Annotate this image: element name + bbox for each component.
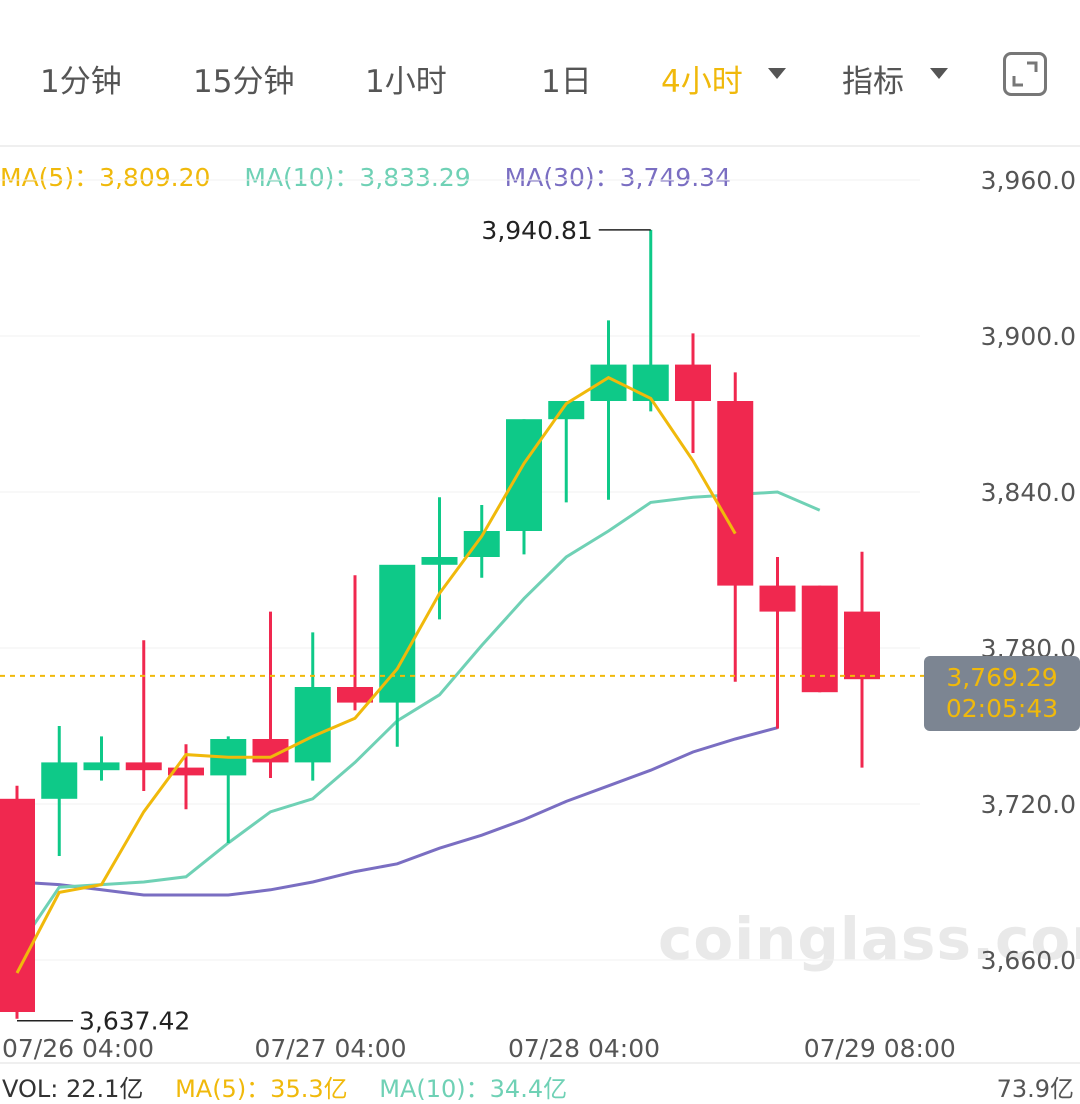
vol-max-label: 73.9亿	[996, 1075, 1074, 1103]
y-tick-label: 3,660.0	[981, 946, 1076, 975]
candlestick-chart[interactable]: 3,960.03,900.03,840.03,780.03,720.03,660…	[0, 145, 1080, 1062]
tab-indicators[interactable]: 指标	[842, 64, 904, 100]
x-tick-label: 07/29 08:00	[804, 1034, 956, 1062]
y-tick-label: 3,840.0	[981, 478, 1076, 507]
volume-legend-bar: VOL: 22.1亿 MA(5)：35.3亿 MA(10)：34.4亿 73.9…	[0, 1062, 1080, 1103]
ma5-line	[15, 375, 737, 974]
vol-ma10: MA(10)：34.4亿	[379, 1075, 568, 1103]
low-price-label: 3,637.42	[79, 1007, 190, 1036]
x-tick-label: 07/27 04:00	[255, 1034, 407, 1062]
ma10-line	[15, 490, 821, 951]
watermark: coinglass.com	[658, 905, 1080, 973]
chevron-down-icon[interactable]	[768, 68, 786, 79]
tab-15min[interactable]: 15分钟	[193, 64, 295, 100]
y-tick-label: 3,720.0	[981, 790, 1076, 819]
candle-body	[125, 762, 162, 771]
high-price-label: 3,940.81	[481, 216, 592, 245]
candle-countdown: 02:05:43	[945, 694, 1059, 723]
tab-1day[interactable]: 1日	[541, 64, 592, 100]
candle-body	[294, 687, 331, 763]
candle-body	[41, 762, 78, 799]
ma30-line	[16, 726, 778, 897]
ma5-legend: MA(5)：3,809.20	[0, 163, 211, 192]
tab-1min[interactable]: 1分钟	[40, 64, 122, 100]
x-tick-label: 07/28 04:00	[508, 1034, 660, 1062]
candle-body	[759, 585, 796, 612]
candle-body	[0, 798, 35, 1012]
current-price-tag: 3,769.29 02:05:43	[924, 656, 1080, 731]
candle-body	[675, 364, 711, 401]
ma-legend: MA(5)：3,809.20 MA(10)：3,833.29 MA(30)：3,…	[0, 158, 757, 194]
x-tick-label: 07/26 04:00	[2, 1034, 154, 1062]
tab-4hour[interactable]: 4小时	[661, 64, 743, 100]
expand-icon[interactable]	[1003, 52, 1047, 96]
y-tick-label: 3,960.0	[981, 166, 1076, 195]
candle-body	[168, 767, 204, 776]
candle-body	[421, 557, 458, 565]
ma30-legend: MA(30)：3,749.34	[504, 163, 731, 192]
candle-body	[83, 762, 120, 771]
vol-ma5: MA(5)：35.3亿	[175, 1075, 348, 1103]
ma10-legend: MA(10)：3,833.29	[244, 163, 471, 192]
y-tick-label: 3,900.0	[981, 322, 1076, 351]
chevron-down-icon[interactable]	[930, 68, 948, 79]
candle-body	[717, 401, 754, 586]
candle-body	[844, 611, 880, 680]
vol-value: VOL: 22.1亿	[2, 1075, 144, 1103]
timeframe-toolbar: 1分钟 15分钟 1小时 1日 4小时 指标	[0, 0, 1080, 147]
candle-body	[337, 687, 373, 703]
candle-body	[632, 364, 669, 401]
tab-1hour[interactable]: 1小时	[365, 64, 447, 100]
candle-body	[506, 419, 542, 531]
candle-body	[379, 564, 416, 703]
current-price: 3,769.29	[946, 663, 1058, 692]
candle-body	[801, 585, 838, 693]
